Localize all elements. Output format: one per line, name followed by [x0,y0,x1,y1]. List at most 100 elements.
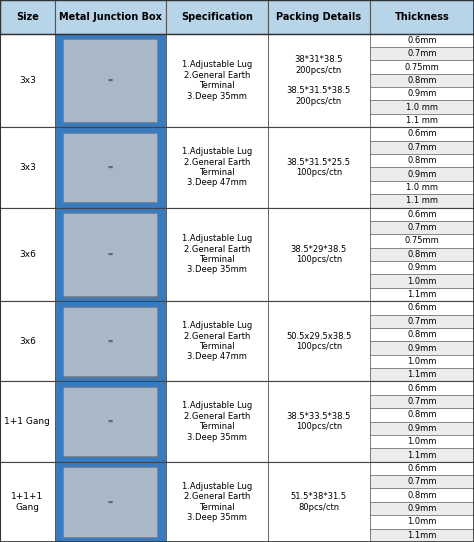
Bar [370,475,474,488]
Bar [370,87,474,100]
Bar [0,208,474,301]
Text: ▬: ▬ [108,165,113,170]
Bar [370,194,474,208]
Text: 1.1mm: 1.1mm [407,531,437,540]
Text: 51.5*38*31.5
80pcs/ctn: 51.5*38*31.5 80pcs/ctn [291,492,347,512]
Bar [0,0,55,34]
Text: 3x6: 3x6 [19,250,36,259]
Bar [63,467,157,537]
Bar [370,515,474,528]
Bar [268,34,370,127]
Text: 0.9mm: 0.9mm [407,424,437,433]
Bar [166,0,268,34]
Text: 38*31*38.5
200pcs/ctn

38.5*31.5*38.5
200pcs/ctn: 38*31*38.5 200pcs/ctn 38.5*31.5*38.5 200… [287,55,351,106]
Bar [268,208,370,301]
Bar [370,100,474,114]
Bar [370,314,474,328]
Bar [370,395,474,408]
Bar [0,34,474,127]
Text: 1.Adjustable Lug
2.General Earth
Terminal
3.Deep 35mm: 1.Adjustable Lug 2.General Earth Termina… [182,482,252,522]
Bar [370,140,474,154]
Bar [0,34,55,127]
Text: 1.0mm: 1.0mm [407,276,437,286]
Text: 1.Adjustable Lug
2.General Earth
Terminal
3.Deep 35mm: 1.Adjustable Lug 2.General Earth Termina… [182,402,252,442]
Bar [370,488,474,502]
Text: 1.Adjustable Lug
2.General Earth
Terminal
3.Deep 47mm: 1.Adjustable Lug 2.General Earth Termina… [182,147,252,188]
Text: 50.5x29.5x38.5
100pcs/ctn: 50.5x29.5x38.5 100pcs/ctn [286,332,351,351]
Text: 0.9mm: 0.9mm [407,89,437,98]
Text: 3x3: 3x3 [19,76,36,85]
Bar [55,462,166,542]
Text: 1.0 mm: 1.0 mm [406,183,438,192]
Text: 1.Adjustable Lug
2.General Earth
Terminal
3.Deep 35mm: 1.Adjustable Lug 2.General Earth Termina… [182,234,252,274]
Text: Metal Junction Box: Metal Junction Box [59,12,162,22]
Text: 0.7mm: 0.7mm [407,478,437,486]
Bar [166,382,268,462]
Text: 1.Adjustable Lug
2.General Earth
Terminal
3.Deep 35mm: 1.Adjustable Lug 2.General Earth Termina… [182,60,252,100]
Bar [370,422,474,435]
Bar [370,234,474,248]
Bar [0,127,55,208]
Bar [370,274,474,288]
Bar [370,368,474,382]
Text: 0.8mm: 0.8mm [407,250,437,259]
Text: 0.8mm: 0.8mm [407,491,437,500]
Text: 0.8mm: 0.8mm [407,330,437,339]
Text: 1.0mm: 1.0mm [407,437,437,446]
Text: ▬: ▬ [108,499,113,505]
Bar [0,208,55,301]
Text: 0.9mm: 0.9mm [407,504,437,513]
Bar [63,387,157,456]
Bar [370,288,474,301]
Text: 0.75mm: 0.75mm [404,62,439,72]
Bar [370,328,474,341]
Bar [268,301,370,382]
Text: 1.1mm: 1.1mm [407,370,437,379]
Text: 38.5*31.5*25.5
100pcs/ctn: 38.5*31.5*25.5 100pcs/ctn [287,158,351,177]
Text: ▬: ▬ [108,419,113,424]
Bar [370,74,474,87]
Text: 0.6mm: 0.6mm [407,464,437,473]
Text: 3x3: 3x3 [19,163,36,172]
Text: 0.7mm: 0.7mm [407,143,437,152]
Bar [268,127,370,208]
Bar [55,0,166,34]
Bar [0,462,474,542]
Text: 0.6mm: 0.6mm [407,36,437,45]
Text: 0.9mm: 0.9mm [407,263,437,272]
Bar [63,39,157,122]
Bar [370,114,474,127]
Bar [370,60,474,74]
Text: ▬: ▬ [108,252,113,257]
Text: 1.0mm: 1.0mm [407,518,437,526]
Bar [370,208,474,221]
Bar [370,435,474,448]
Bar [63,133,157,202]
Text: 38.5*33.5*38.5
100pcs/ctn: 38.5*33.5*38.5 100pcs/ctn [287,412,351,431]
Text: 1+1 Gang: 1+1 Gang [4,417,50,426]
Bar [370,462,474,475]
Bar [166,462,268,542]
Text: 1.0mm: 1.0mm [407,357,437,366]
Bar [370,448,474,462]
Text: 0.8mm: 0.8mm [407,410,437,420]
Text: 1.Adjustable Lug
2.General Earth
Terminal
3.Deep 47mm: 1.Adjustable Lug 2.General Earth Termina… [182,321,252,362]
Bar [370,354,474,368]
Text: Size: Size [16,12,39,22]
Bar [370,221,474,234]
Text: 0.8mm: 0.8mm [407,156,437,165]
Text: 0.6mm: 0.6mm [407,210,437,219]
Bar [0,382,474,462]
Bar [166,301,268,382]
Text: 1.0 mm: 1.0 mm [406,102,438,112]
Text: 0.75mm: 0.75mm [404,236,439,246]
Bar [370,261,474,274]
Bar [0,382,55,462]
Text: Packing Details: Packing Details [276,12,361,22]
Bar [370,127,474,140]
Bar [55,382,166,462]
Bar [166,127,268,208]
Text: ▬: ▬ [108,339,113,344]
Bar [370,341,474,354]
Bar [370,301,474,314]
